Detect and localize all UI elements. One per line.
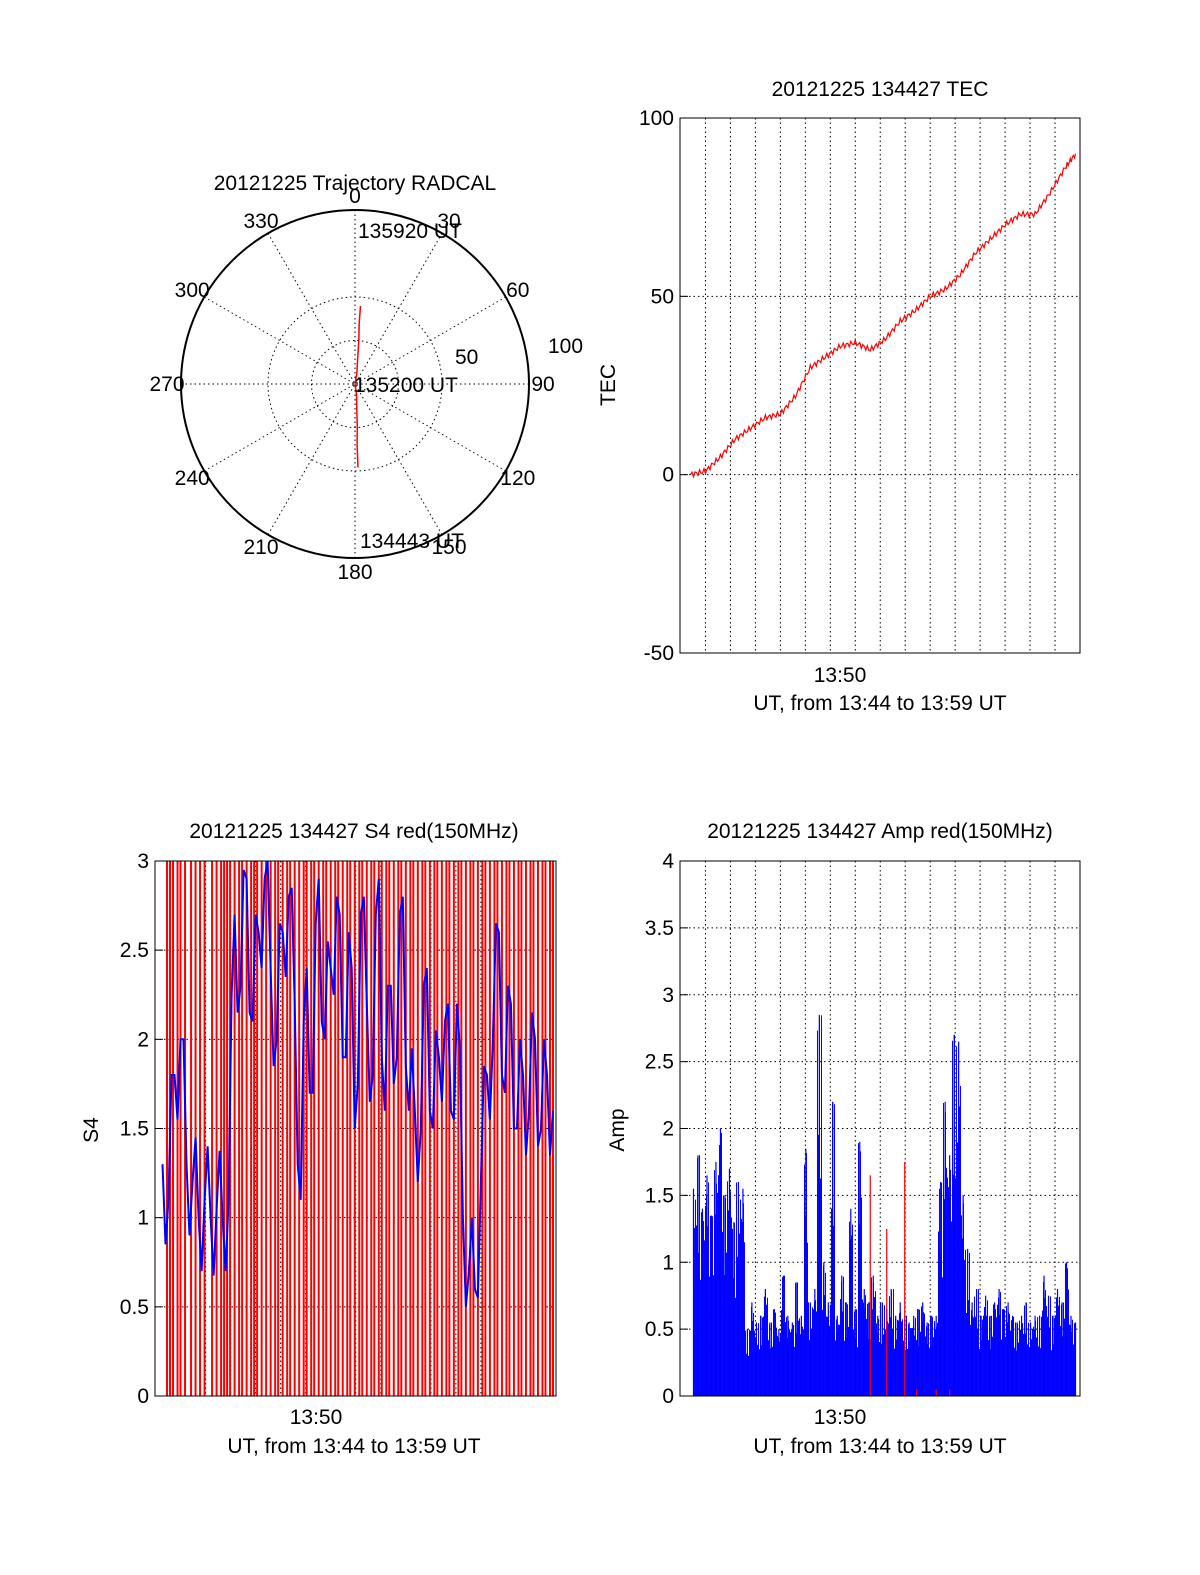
polar-angle-labels: 0 30 60 90 120 150 180 210 240 270 300 330 — [149, 185, 554, 584]
s4-y-tick-label: 0 — [137, 1385, 149, 1408]
s4-y-tick-label: 2.5 — [120, 939, 149, 962]
polar-annotation-mid-time: 135200 UT — [354, 374, 458, 397]
amp-chart-title: 20121225 134427 Amp red(150MHz) — [707, 820, 1053, 843]
amp-chart: 20121225 134427 Amp red(150MHz) 0 0.5 1 1.5… — [606, 820, 1081, 1458]
tec-plot-frame — [679, 117, 1081, 654]
trajectory-polar-chart: 20121225 Trajectory RADCAL 0 30 60 90 120 150… — [149, 172, 583, 584]
amp-y-tick-label: 4 — [662, 850, 674, 873]
s4-chart-title: 20121225 134427 S4 red(150MHz) — [189, 820, 518, 843]
tec-x-tick-label: 13:50 — [814, 664, 867, 687]
s4-blue-line — [161, 860, 554, 1307]
polar-annotation-start-time: 134443 UT — [360, 530, 464, 553]
amp-y-tick-label: 2 — [662, 1118, 674, 1141]
polar-angle-label: 210 — [243, 536, 278, 559]
amp-red-series — [869, 1161, 951, 1396]
tec-x-axis-label: UT, from 13:44 to 13:59 UT — [753, 692, 1006, 715]
s4-y-tick-label: 0.5 — [120, 1296, 149, 1319]
s4-chart: 20121225 134427 S4 red(150MHz) 0 0.5 1 1.5 2… — [80, 820, 557, 1458]
polar-radius-label-50: 50 — [455, 346, 478, 369]
polar-angle-label: 0 — [349, 185, 361, 208]
polar-angle-label: 330 — [243, 210, 278, 233]
amp-x-tick-label: 13:50 — [814, 1406, 867, 1429]
tec-y-tick-label: 50 — [651, 285, 674, 308]
tec-y-tick-labels: -50 0 50 100 — [639, 107, 688, 665]
s4-x-axis-label: UT, from 13:44 to 13:59 UT — [227, 1435, 480, 1458]
tec-y-axis-label: TEC — [597, 364, 620, 406]
amp-y-tick-labels: 0 0.5 1 1.5 2 2.5 3 3.5 4 — [645, 850, 688, 1408]
s4-y-tick-label: 2 — [137, 1028, 149, 1051]
polar-radius-label-100: 100 — [548, 335, 583, 358]
amp-y-tick-label: 1.5 — [645, 1184, 674, 1207]
polar-angle-label: 300 — [175, 279, 210, 302]
amp-y-tick-label: 0 — [662, 1385, 674, 1408]
polar-grid — [181, 210, 529, 558]
s4-y-tick-label: 3 — [137, 850, 149, 873]
tec-chart-title: 20121225 134427 TEC — [772, 78, 989, 101]
polar-chart-title: 20121225 Trajectory RADCAL — [214, 172, 497, 195]
s4-y-tick-labels: 0 0.5 1 1.5 2 2.5 3 — [120, 850, 163, 1408]
amp-y-tick-label: 3.5 — [645, 917, 674, 940]
s4-x-tick-label: 13:50 — [290, 1406, 343, 1429]
tec-chart: 20121225 134427 TEC -50 0 50 100 13:50 UT, … — [597, 78, 1081, 715]
tec-line — [689, 153, 1077, 479]
polar-angle-label: 120 — [500, 467, 535, 490]
polar-angle-label: 270 — [149, 373, 184, 396]
tec-y-tick-label: 100 — [639, 107, 674, 130]
amp-y-tick-label: 0.5 — [645, 1318, 674, 1341]
amp-x-axis-label: UT, from 13:44 to 13:59 UT — [753, 1435, 1006, 1458]
s4-plot-frame — [154, 860, 557, 1397]
polar-angle-label: 150 — [431, 536, 466, 559]
s4-blue-series — [161, 860, 554, 1307]
polar-angle-label: 30 — [437, 210, 460, 233]
s4-y-tick-label: 1 — [137, 1207, 149, 1230]
polar-angle-label: 90 — [531, 373, 554, 396]
amp-y-tick-label: 3 — [662, 984, 674, 1007]
amp-y-tick-label: 1 — [662, 1251, 674, 1274]
tec-y-tick-label: -50 — [644, 642, 674, 665]
polar-angle-label: 60 — [506, 279, 529, 302]
polar-angle-label: 240 — [175, 467, 210, 490]
polar-outer-circle — [180, 209, 530, 559]
s4-y-tick-label: 1.5 — [120, 1118, 149, 1141]
amp-plot-frame — [679, 860, 1081, 1397]
amp-blue-series — [692, 1014, 1077, 1396]
polar-trajectory-series — [354, 305, 362, 468]
polar-trajectory-line — [354, 305, 362, 468]
amp-y-axis-label: Amp — [606, 1108, 629, 1151]
polar-angle-label: 180 — [337, 561, 372, 584]
polar-annotation-end-time: 135920 UT — [358, 220, 462, 243]
tec-y-tick-label: 0 — [662, 464, 674, 487]
tec-series — [689, 153, 1077, 479]
tec-grid — [680, 118, 1080, 653]
s4-y-axis-label: S4 — [80, 1117, 103, 1143]
amp-y-tick-label: 2.5 — [645, 1051, 674, 1074]
